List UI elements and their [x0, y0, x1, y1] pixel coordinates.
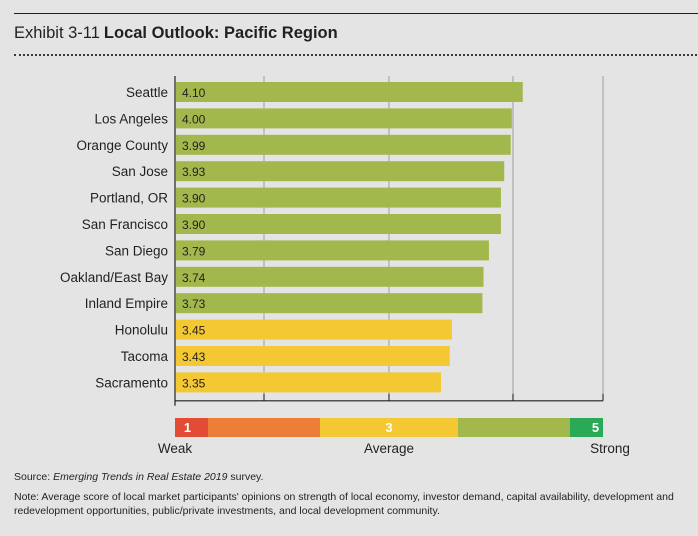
value-label: 3.99: [182, 139, 206, 153]
category-label: Sacramento: [95, 375, 168, 390]
category-label: Portland, OR: [90, 191, 168, 206]
bar: [176, 82, 523, 102]
bar: [176, 161, 505, 182]
chart-title: Local Outlook: Pacific Region: [103, 24, 338, 42]
scale-weak-label: Weak: [158, 441, 193, 456]
value-label: 3.79: [182, 244, 206, 258]
bar: [176, 187, 501, 208]
scale-segment: [175, 418, 208, 437]
bar: [176, 240, 489, 261]
bar: [176, 108, 512, 129]
scale-average-label: Average: [364, 441, 414, 456]
axis: [174, 76, 604, 406]
bars: Seattle 4.10 Los Angeles 4.00 Orange County 3…: [60, 82, 523, 393]
category-label: Tacoma: [121, 349, 169, 364]
bar: [176, 293, 483, 314]
exhibit-label: Exhibit 3-11: [14, 24, 100, 42]
value-label: 3.43: [182, 350, 206, 364]
scale-number: 3: [385, 420, 392, 435]
category-label: Orange County: [76, 138, 168, 153]
bar: [176, 134, 511, 155]
source-note: Source: Emerging Trends in Real Estate 2…: [14, 471, 264, 483]
value-label: 3.73: [182, 297, 206, 311]
scale-segment: [208, 418, 320, 437]
top-rule: [14, 13, 698, 14]
scale-legend: 1 3 5 Weak Average Strong: [158, 418, 630, 456]
value-label: 3.45: [182, 324, 206, 338]
value-label: 3.74: [182, 271, 206, 285]
category-label: Oakland/East Bay: [60, 270, 168, 285]
footnote: Note: Average score of local market part…: [14, 491, 674, 517]
category-label: Inland Empire: [85, 296, 168, 311]
exhibit-title: Exhibit 3-11 Local Outlook: Pacific Regio…: [14, 24, 338, 43]
scale-number: 5: [592, 420, 599, 435]
dotted-divider: [14, 54, 698, 56]
bar-chart: Seattle 4.10 Los Angeles 4.00 Orange County 3…: [60, 76, 630, 456]
category-label: San Jose: [112, 164, 168, 179]
scale-segment: [458, 418, 570, 437]
category-label: San Diego: [105, 243, 168, 258]
category-label: Los Angeles: [94, 111, 168, 126]
bar: [176, 372, 441, 393]
bar: [176, 319, 452, 340]
category-label: San Francisco: [82, 217, 168, 232]
value-label: 3.93: [182, 165, 206, 179]
category-label: Honolulu: [115, 323, 168, 338]
scale-number: 1: [184, 420, 191, 435]
scale-segment: [570, 418, 603, 437]
value-label: 3.35: [182, 376, 206, 390]
value-label: 4.10: [182, 86, 206, 100]
source-title: Emerging Trends in Real Estate 2019: [53, 471, 228, 483]
scale-segment: [320, 418, 458, 437]
scale-strong-label: Strong: [590, 441, 630, 456]
category-label: Seattle: [126, 85, 168, 100]
bar: [176, 266, 484, 287]
bar: [176, 214, 501, 234]
bar: [176, 346, 450, 366]
value-label: 4.00: [182, 112, 206, 126]
value-label: 3.90: [182, 192, 206, 206]
value-label: 3.90: [182, 218, 206, 232]
